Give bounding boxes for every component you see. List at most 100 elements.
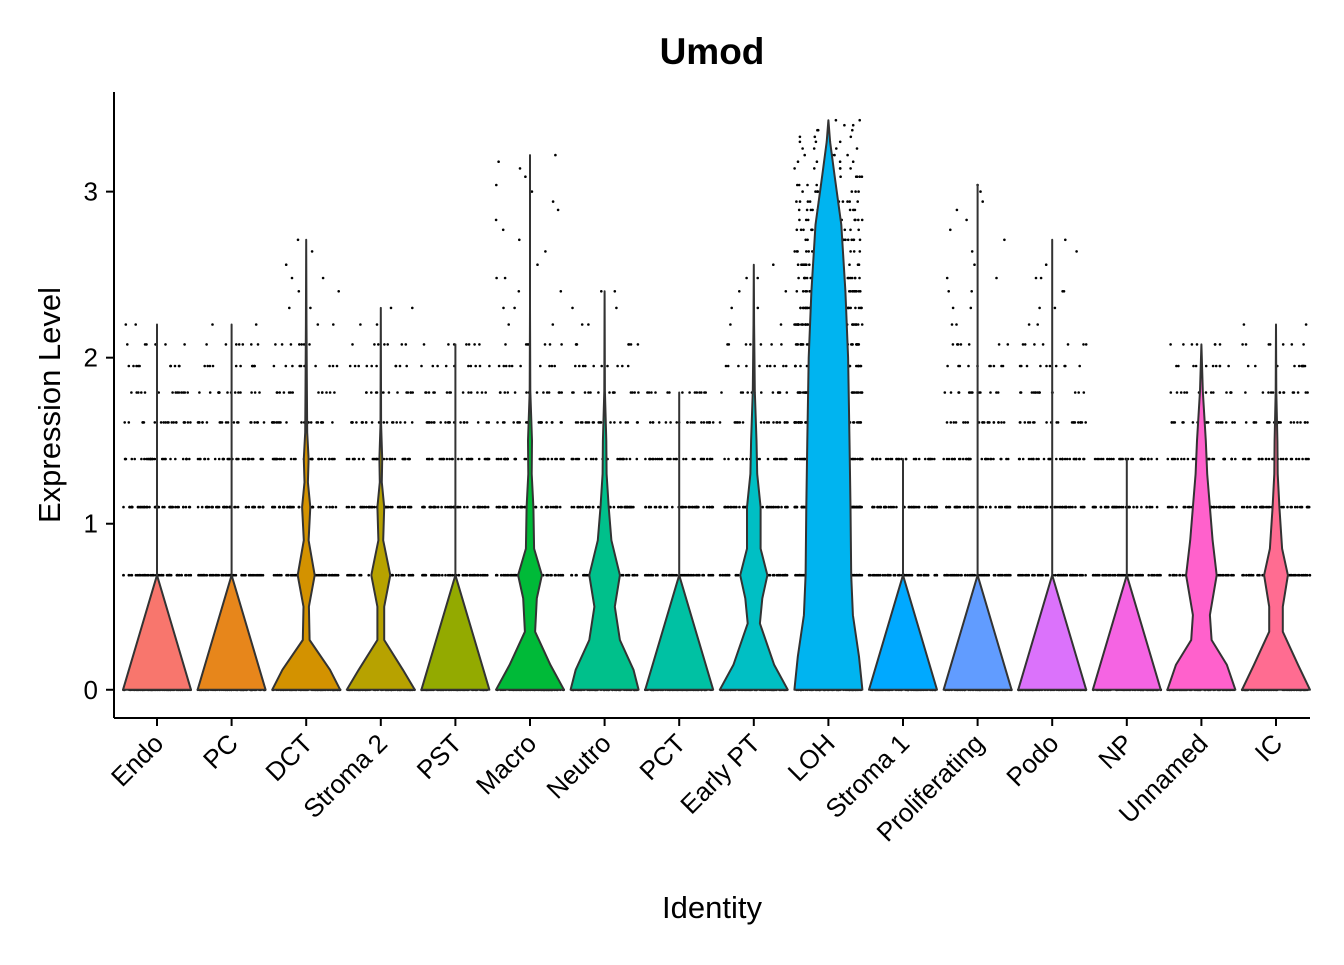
data-point bbox=[700, 421, 703, 424]
data-point bbox=[1002, 421, 1006, 424]
data-point bbox=[962, 421, 965, 424]
data-point bbox=[457, 573, 460, 577]
data-point bbox=[853, 218, 856, 222]
data-point bbox=[705, 421, 709, 424]
data-point bbox=[1175, 505, 1178, 509]
data-point bbox=[663, 505, 667, 509]
data-point bbox=[476, 391, 479, 394]
data-point bbox=[494, 218, 498, 222]
data-point bbox=[852, 238, 856, 242]
data-point bbox=[548, 364, 551, 368]
data-point bbox=[1248, 457, 1252, 461]
data-point bbox=[1244, 391, 1247, 394]
data-point bbox=[396, 391, 399, 394]
data-point bbox=[799, 228, 803, 232]
data-point bbox=[895, 505, 898, 509]
data-point bbox=[320, 457, 324, 461]
data-point bbox=[1177, 364, 1180, 368]
data-point bbox=[910, 573, 914, 577]
data-point bbox=[1282, 391, 1285, 394]
data-point bbox=[1083, 505, 1086, 509]
data-point bbox=[1029, 457, 1033, 461]
data-point bbox=[961, 457, 965, 461]
data-point bbox=[1245, 573, 1248, 577]
data-point bbox=[477, 457, 481, 461]
data-point bbox=[572, 391, 575, 394]
data-point bbox=[700, 391, 703, 394]
data-point bbox=[1252, 421, 1256, 424]
data-point bbox=[999, 573, 1002, 577]
data-point bbox=[802, 228, 805, 232]
data-point bbox=[1099, 505, 1103, 509]
data-point bbox=[690, 573, 693, 577]
data-point bbox=[682, 505, 686, 509]
data-point bbox=[484, 457, 488, 461]
data-point bbox=[1264, 505, 1268, 509]
data-point bbox=[923, 505, 927, 509]
data-point bbox=[503, 421, 506, 424]
data-point bbox=[983, 573, 987, 577]
data-point bbox=[775, 573, 779, 577]
data-point bbox=[796, 457, 799, 461]
data-point bbox=[449, 391, 453, 394]
data-point bbox=[1038, 306, 1041, 310]
data-point bbox=[587, 505, 591, 509]
data-point bbox=[1306, 391, 1309, 394]
data-point bbox=[394, 364, 398, 368]
data-point bbox=[348, 364, 352, 368]
data-point bbox=[689, 421, 692, 424]
data-point bbox=[849, 290, 852, 293]
data-point bbox=[932, 505, 936, 509]
data-point bbox=[517, 290, 521, 293]
data-point bbox=[816, 128, 819, 132]
data-point bbox=[629, 343, 633, 346]
data-point bbox=[132, 364, 135, 368]
data-point bbox=[1036, 573, 1040, 577]
data-point bbox=[851, 457, 854, 461]
violin-macro bbox=[495, 154, 565, 691]
y-tick-label: 1 bbox=[84, 509, 98, 539]
data-point bbox=[570, 457, 574, 461]
data-point bbox=[924, 573, 928, 577]
data-point bbox=[234, 505, 237, 509]
data-point bbox=[514, 457, 517, 461]
data-point bbox=[1296, 505, 1299, 509]
data-point bbox=[320, 421, 324, 424]
data-point bbox=[175, 421, 178, 424]
data-point bbox=[403, 421, 407, 424]
data-point bbox=[325, 505, 328, 509]
data-point bbox=[355, 421, 358, 424]
data-point bbox=[460, 457, 463, 461]
data-point bbox=[1006, 457, 1010, 461]
data-point bbox=[878, 505, 881, 509]
data-point bbox=[804, 323, 807, 326]
data-point bbox=[213, 457, 217, 461]
data-point bbox=[385, 421, 389, 424]
data-point bbox=[1192, 364, 1195, 368]
data-point bbox=[1278, 391, 1282, 394]
data-point bbox=[554, 457, 557, 461]
data-point bbox=[668, 573, 671, 577]
data-point bbox=[186, 391, 189, 394]
data-point bbox=[462, 421, 466, 424]
data-point bbox=[217, 391, 221, 394]
data-point bbox=[794, 457, 797, 461]
data-point bbox=[474, 364, 478, 368]
data-point bbox=[280, 457, 283, 461]
data-point bbox=[955, 573, 958, 577]
data-point bbox=[1242, 323, 1246, 326]
data-point bbox=[1242, 573, 1245, 577]
data-point bbox=[473, 573, 477, 577]
data-point bbox=[271, 421, 275, 424]
data-point bbox=[1304, 391, 1308, 394]
data-point bbox=[948, 573, 952, 577]
data-point bbox=[1041, 505, 1045, 509]
data-point bbox=[794, 323, 797, 326]
data-point bbox=[1301, 457, 1304, 461]
data-point bbox=[581, 364, 585, 368]
data-point bbox=[1300, 364, 1304, 368]
data-point bbox=[143, 391, 147, 394]
data-point bbox=[803, 263, 806, 267]
violins bbox=[122, 119, 1311, 691]
data-point bbox=[147, 457, 150, 461]
